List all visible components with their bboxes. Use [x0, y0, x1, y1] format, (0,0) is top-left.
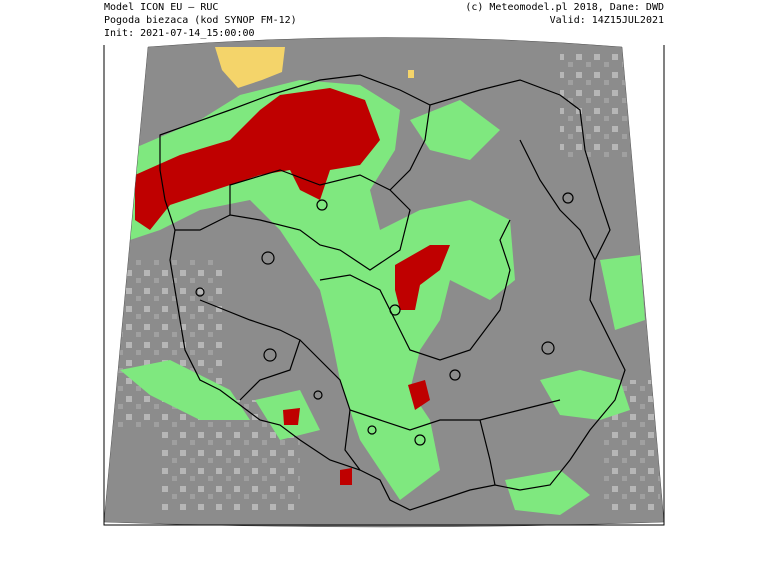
city-outlines — [195, 192, 574, 446]
header-source: (c) Meteomodel.pl 2018, Dane: DWD — [465, 2, 664, 13]
header-init: Init: 2021-07-14_15:00:00 — [104, 28, 255, 39]
header-product: Pogoda biezaca (kod SYNOP FM-12) — [104, 15, 297, 26]
yellow-area — [215, 47, 414, 88]
header-model: Model ICON EU — RUC — [104, 2, 218, 13]
borders — [159, 74, 626, 511]
red-area — [135, 88, 450, 485]
map-frame — [103, 45, 665, 526]
header-valid: Valid: 14Z15JUL2021 — [550, 15, 664, 26]
map-field — [104, 37, 664, 527]
domain-edge — [103, 37, 665, 528]
